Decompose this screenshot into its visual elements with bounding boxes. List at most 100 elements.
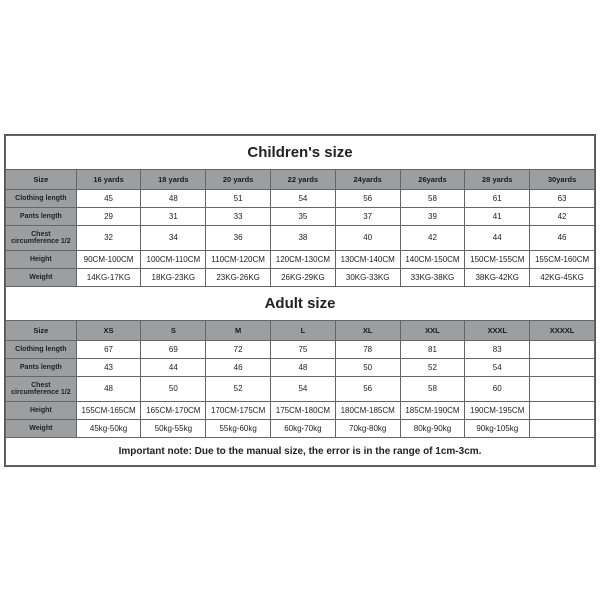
adult-row-1-cell-5: 52 bbox=[400, 358, 465, 376]
adult-header-col-3: M bbox=[206, 320, 271, 340]
children-row-0-cell-4: 56 bbox=[335, 189, 400, 207]
children-row-4-cell-3: 26KG-29KG bbox=[271, 268, 336, 286]
children-row-0-cell-0: 45 bbox=[76, 189, 141, 207]
adult-row-4-cell-4: 70kg-80kg bbox=[335, 419, 400, 437]
adult-row-1-cell-3: 48 bbox=[271, 358, 336, 376]
children-row-2-cell-3: 38 bbox=[271, 225, 336, 250]
adult-row-3-cell-7 bbox=[530, 401, 595, 419]
adult-row-1-cell-4: 50 bbox=[335, 358, 400, 376]
children-row-4-cell-2: 23KG-26KG bbox=[206, 268, 271, 286]
children-row-1-label: Pants length bbox=[6, 207, 77, 225]
children-row-3-cell-2: 110CM-120CM bbox=[206, 250, 271, 268]
children-row-1-cell-1: 31 bbox=[141, 207, 206, 225]
children-row-0-cell-1: 48 bbox=[141, 189, 206, 207]
children-row-1-cell-7: 42 bbox=[530, 207, 595, 225]
adult-row-2-cell-3: 54 bbox=[271, 376, 336, 401]
adult-header-col-4: L bbox=[271, 320, 336, 340]
adult-row-0-cell-5: 81 bbox=[400, 340, 465, 358]
children-row-4-cell-1: 18KG-23KG bbox=[141, 268, 206, 286]
adult-row-1-cell-0: 43 bbox=[76, 358, 141, 376]
children-header-col-3: 20 yards bbox=[206, 169, 271, 189]
adult-row-1-label: Pants length bbox=[6, 358, 77, 376]
adult-header-col-7: XXXL bbox=[465, 320, 530, 340]
children-row-2-cell-6: 44 bbox=[465, 225, 530, 250]
children-row-4-cell-0: 14KG-17KG bbox=[76, 268, 141, 286]
adult-row-3-label: Height bbox=[6, 401, 77, 419]
adult-row-3-cell-4: 180CM-185CM bbox=[335, 401, 400, 419]
children-row-0-label: Clothing length bbox=[6, 189, 77, 207]
children-row-0-cell-7: 63 bbox=[530, 189, 595, 207]
adult-row-2-cell-7 bbox=[530, 376, 595, 401]
children-row-4-cell-4: 30KG-33KG bbox=[335, 268, 400, 286]
adult-row-0-cell-6: 83 bbox=[465, 340, 530, 358]
adult-row-0-cell-3: 75 bbox=[271, 340, 336, 358]
children-row-0-cell-3: 54 bbox=[271, 189, 336, 207]
children-row-2-cell-2: 36 bbox=[206, 225, 271, 250]
children-row-4-label: Weight bbox=[6, 268, 77, 286]
adult-row-1-cell-1: 44 bbox=[141, 358, 206, 376]
adult-row-2-cell-2: 52 bbox=[206, 376, 271, 401]
children-row-2-cell-0: 32 bbox=[76, 225, 141, 250]
children-header-col-0: Size bbox=[6, 169, 77, 189]
children-header-col-4: 22 yards bbox=[271, 169, 336, 189]
children-header-col-1: 16 yards bbox=[76, 169, 141, 189]
children-row-4-cell-7: 42KG-45KG bbox=[530, 268, 595, 286]
children-row-2-label: Chest circumference 1/2 bbox=[6, 225, 77, 250]
children-row-2-cell-7: 46 bbox=[530, 225, 595, 250]
adult-row-1-cell-2: 46 bbox=[206, 358, 271, 376]
children-row-1-cell-2: 33 bbox=[206, 207, 271, 225]
adult-row-2-cell-4: 56 bbox=[335, 376, 400, 401]
adult-row-2-label: Chest circumference 1/2 bbox=[6, 376, 77, 401]
adult-row-0-cell-0: 67 bbox=[76, 340, 141, 358]
children-row-0-cell-6: 61 bbox=[465, 189, 530, 207]
adult-row-4-cell-7 bbox=[530, 419, 595, 437]
children-row-2-cell-1: 34 bbox=[141, 225, 206, 250]
adult-row-4-cell-5: 80kg-90kg bbox=[400, 419, 465, 437]
children-row-0-cell-5: 58 bbox=[400, 189, 465, 207]
children-row-1-cell-3: 35 bbox=[271, 207, 336, 225]
children-row-3-cell-4: 130CM-140CM bbox=[335, 250, 400, 268]
children-row-4-cell-6: 38KG-42KG bbox=[465, 268, 530, 286]
adult-header-col-0: Size bbox=[6, 320, 77, 340]
children-row-4-cell-5: 33KG-38KG bbox=[400, 268, 465, 286]
adult-row-4-cell-1: 50kg-55kg bbox=[141, 419, 206, 437]
adult-row-4-cell-3: 60kg-70kg bbox=[271, 419, 336, 437]
adult-row-4-cell-6: 90kg-105kg bbox=[465, 419, 530, 437]
children-row-0-cell-2: 51 bbox=[206, 189, 271, 207]
adult-title: Adult size bbox=[6, 286, 595, 320]
children-row-1-cell-0: 29 bbox=[76, 207, 141, 225]
adult-row-2-cell-5: 58 bbox=[400, 376, 465, 401]
children-row-3-cell-6: 150CM-155CM bbox=[465, 250, 530, 268]
adult-row-2-cell-6: 60 bbox=[465, 376, 530, 401]
adult-row-4-label: Weight bbox=[6, 419, 77, 437]
children-row-2-cell-5: 42 bbox=[400, 225, 465, 250]
adult-header-col-8: XXXXL bbox=[530, 320, 595, 340]
adult-row-3-cell-3: 175CM-180CM bbox=[271, 401, 336, 419]
adult-header-col-1: XS bbox=[76, 320, 141, 340]
adult-row-4-cell-2: 55kg-60kg bbox=[206, 419, 271, 437]
children-row-3-cell-5: 140CM-150CM bbox=[400, 250, 465, 268]
children-row-3-cell-7: 155CM-160CM bbox=[530, 250, 595, 268]
adult-row-0-cell-1: 69 bbox=[141, 340, 206, 358]
children-row-3-label: Height bbox=[6, 250, 77, 268]
adult-header-col-6: XXL bbox=[400, 320, 465, 340]
children-row-3-cell-0: 90CM-100CM bbox=[76, 250, 141, 268]
important-note: Important note: Due to the manual size, … bbox=[6, 437, 595, 465]
adult-row-0-cell-2: 72 bbox=[206, 340, 271, 358]
size-chart-container: Children's sizeSize16 yards18 yards20 ya… bbox=[4, 134, 596, 467]
adult-header-col-2: S bbox=[141, 320, 206, 340]
adult-row-2-cell-0: 48 bbox=[76, 376, 141, 401]
adult-row-3-cell-1: 165CM-170CM bbox=[141, 401, 206, 419]
adult-row-1-cell-7 bbox=[530, 358, 595, 376]
children-row-1-cell-6: 41 bbox=[465, 207, 530, 225]
adult-row-3-cell-5: 185CM-190CM bbox=[400, 401, 465, 419]
children-row-2-cell-4: 40 bbox=[335, 225, 400, 250]
adult-row-0-cell-4: 78 bbox=[335, 340, 400, 358]
children-row-1-cell-4: 37 bbox=[335, 207, 400, 225]
children-header-col-2: 18 yards bbox=[141, 169, 206, 189]
adult-row-0-cell-7 bbox=[530, 340, 595, 358]
adult-header-col-5: XL bbox=[335, 320, 400, 340]
adult-row-2-cell-1: 50 bbox=[141, 376, 206, 401]
children-header-col-5: 24yards bbox=[335, 169, 400, 189]
adult-row-4-cell-0: 45kg-50kg bbox=[76, 419, 141, 437]
